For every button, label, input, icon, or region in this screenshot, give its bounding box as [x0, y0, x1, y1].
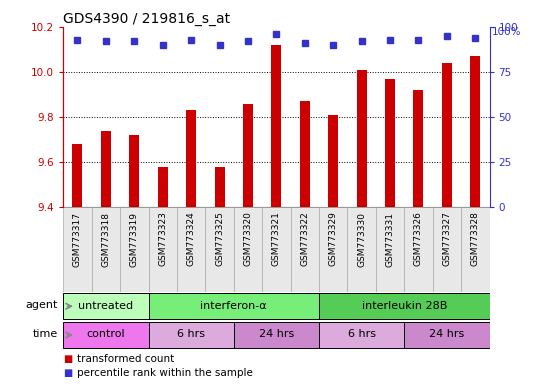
Bar: [158, 167, 168, 207]
Text: GSM773323: GSM773323: [158, 212, 167, 266]
Bar: [63, 293, 148, 319]
Text: 6 hrs: 6 hrs: [177, 329, 205, 339]
Text: GSM773331: GSM773331: [386, 212, 394, 266]
Bar: [433, 207, 461, 292]
Bar: [262, 207, 290, 292]
Text: GSM773322: GSM773322: [300, 212, 309, 266]
Text: 6 hrs: 6 hrs: [348, 329, 376, 339]
Bar: [120, 207, 148, 292]
Bar: [243, 104, 253, 207]
Text: 24 hrs: 24 hrs: [258, 329, 294, 339]
Text: GSM773319: GSM773319: [130, 212, 139, 266]
Text: ■: ■: [63, 368, 73, 378]
Text: GSM773329: GSM773329: [329, 212, 338, 266]
Text: agent: agent: [25, 300, 58, 310]
Bar: [404, 207, 433, 292]
Bar: [470, 56, 480, 207]
Text: GSM773320: GSM773320: [244, 212, 252, 266]
Bar: [404, 322, 490, 348]
Bar: [148, 207, 177, 292]
Bar: [205, 207, 234, 292]
Bar: [148, 293, 319, 319]
Bar: [101, 131, 111, 207]
Text: 24 hrs: 24 hrs: [429, 329, 465, 339]
Bar: [177, 207, 205, 292]
Bar: [300, 101, 310, 207]
Bar: [319, 207, 348, 292]
Bar: [271, 45, 282, 207]
Text: GSM773327: GSM773327: [442, 212, 452, 266]
Text: interleukin 28B: interleukin 28B: [361, 301, 447, 311]
Text: control: control: [86, 329, 125, 339]
Text: transformed count: transformed count: [77, 354, 174, 364]
Bar: [186, 110, 196, 207]
Bar: [461, 207, 490, 292]
Text: GSM773325: GSM773325: [215, 212, 224, 266]
Text: GSM773326: GSM773326: [414, 212, 423, 266]
Bar: [356, 70, 367, 207]
Bar: [63, 322, 148, 348]
Text: GSM773321: GSM773321: [272, 212, 281, 266]
Bar: [319, 322, 404, 348]
Text: ■: ■: [63, 354, 73, 364]
Text: interferon-α: interferon-α: [200, 301, 267, 311]
Bar: [129, 135, 139, 207]
Bar: [328, 115, 338, 207]
Bar: [63, 207, 92, 292]
Text: GSM773330: GSM773330: [357, 212, 366, 266]
Bar: [234, 322, 319, 348]
Text: GSM773318: GSM773318: [101, 212, 111, 266]
Text: GSM773328: GSM773328: [471, 212, 480, 266]
Bar: [214, 167, 224, 207]
Text: GSM773324: GSM773324: [186, 212, 196, 266]
Bar: [92, 207, 120, 292]
Bar: [319, 293, 490, 319]
Bar: [414, 90, 424, 207]
Bar: [73, 144, 82, 207]
Bar: [376, 207, 404, 292]
Text: GSM773317: GSM773317: [73, 212, 82, 266]
Bar: [442, 63, 452, 207]
Text: untreated: untreated: [78, 301, 134, 311]
Bar: [385, 79, 395, 207]
Text: time: time: [32, 329, 58, 339]
Bar: [148, 322, 234, 348]
Bar: [234, 207, 262, 292]
Text: percentile rank within the sample: percentile rank within the sample: [77, 368, 253, 378]
Bar: [348, 207, 376, 292]
Text: 100%: 100%: [492, 27, 522, 37]
Bar: [290, 207, 319, 292]
Text: GDS4390 / 219816_s_at: GDS4390 / 219816_s_at: [63, 12, 230, 26]
